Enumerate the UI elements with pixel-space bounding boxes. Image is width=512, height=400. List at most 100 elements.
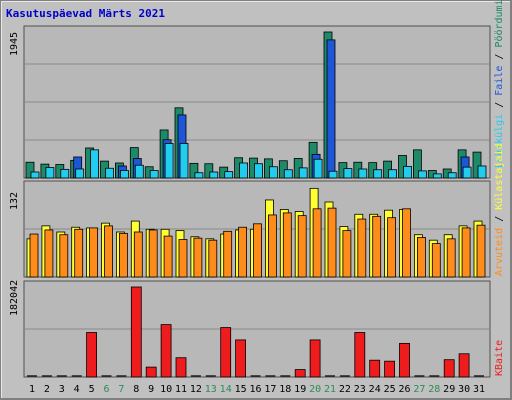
pages-bar <box>412 149 422 179</box>
kbytes-bar <box>294 369 306 378</box>
x-tick-label: 17 <box>264 384 276 395</box>
kbytes-bar <box>384 360 396 378</box>
sites-bar <box>208 239 218 278</box>
hits-bar <box>30 171 40 179</box>
x-tick-label: 20 <box>309 384 321 395</box>
chart-title: Kasutuspäevad Märts 2021 <box>6 7 165 20</box>
x-tick-label: 7 <box>118 384 124 395</box>
x-tick-label: 1 <box>29 384 35 395</box>
hits-bar <box>60 168 70 179</box>
hits-bar <box>328 170 338 179</box>
hits-bar <box>75 168 85 179</box>
hits-bar <box>283 169 293 179</box>
hits-bar <box>224 171 234 179</box>
x-tick-label: 24 <box>369 384 381 395</box>
kbytes-bar <box>235 339 247 378</box>
sites-bar <box>446 238 456 278</box>
x-tick-label: 15 <box>235 384 247 395</box>
hits-bar <box>388 169 398 179</box>
kbytes-bar <box>443 359 455 378</box>
x-tick-label: 16 <box>249 384 261 395</box>
hits-bar <box>343 168 353 179</box>
hits-bar <box>90 149 99 179</box>
x-tick-label: 6 <box>103 384 109 395</box>
legend-item: Lehekülgi <box>494 114 505 168</box>
hits-bar <box>209 171 219 179</box>
hits-bar <box>313 158 323 179</box>
hits-bar <box>268 166 278 179</box>
pages-bar <box>189 162 199 179</box>
x-tick-label: 3 <box>59 384 65 395</box>
x-tick-label: 10 <box>160 384 172 395</box>
legend-item: Arvuteid <box>494 228 505 276</box>
sites-bar <box>431 243 441 278</box>
pages-bar <box>472 151 482 179</box>
hits-bar <box>164 143 174 179</box>
kbytes-bar <box>369 359 381 378</box>
hits-bar <box>298 167 308 179</box>
sites-bar <box>357 218 367 278</box>
sites-bar <box>89 227 98 278</box>
hits-bar <box>403 165 412 179</box>
hits-bar <box>373 169 383 179</box>
sites-bar <box>342 230 352 278</box>
x-tick-label: 8 <box>133 384 139 395</box>
kbytes-bar <box>175 357 187 378</box>
hits-bar <box>239 162 249 179</box>
x-tick-label: 23 <box>354 384 366 395</box>
hits-bar <box>179 143 189 179</box>
kbytes-bar <box>399 342 410 378</box>
sites-bar <box>238 226 248 278</box>
kbytes-bar <box>309 339 321 378</box>
x-tick-label: 27 <box>413 384 425 395</box>
x-tick-label: 26 <box>398 384 410 395</box>
sites-bar <box>74 228 84 278</box>
sites-bar <box>148 229 158 278</box>
pages-bar <box>204 163 214 179</box>
sites-bar <box>416 237 426 278</box>
x-tick-label: 28 <box>428 384 440 395</box>
x-tick-label: 31 <box>473 384 485 395</box>
x-tick-label: 19 <box>294 384 306 395</box>
sites-bar <box>193 237 203 278</box>
hits-bar <box>134 164 144 179</box>
kbytes-bar <box>130 286 142 378</box>
sites-bar <box>133 231 143 278</box>
legend-separator: / <box>494 96 505 114</box>
bottom-legend: KBaite <box>494 340 505 376</box>
top-ymax-label: 1945 <box>9 32 20 56</box>
sites-bar <box>29 233 39 278</box>
x-tick-label: 9 <box>148 384 154 395</box>
legend-item: KBaite <box>494 340 505 376</box>
hits-bar <box>447 172 457 179</box>
middle-ymax-label: 132 <box>9 192 20 210</box>
x-tick-label: 21 <box>324 384 336 395</box>
x-tick-label: 11 <box>175 384 187 395</box>
x-tick-label: 12 <box>190 384 202 395</box>
legend-item: Faile <box>494 66 505 96</box>
legend-separator: / <box>494 48 505 66</box>
kbytes-bar <box>220 327 232 378</box>
sites-bar <box>253 223 262 278</box>
x-tick-label: 5 <box>89 384 95 395</box>
sites-bar <box>267 214 277 278</box>
sites-bar <box>402 208 411 278</box>
pages-bar <box>25 161 35 179</box>
hits-bar <box>254 163 263 179</box>
sites-bar <box>476 224 486 278</box>
x-tick-label: 4 <box>74 384 80 395</box>
sites-bar <box>387 217 397 278</box>
sites-bar <box>119 232 128 278</box>
kbytes-bar <box>145 366 157 378</box>
middle-legend: Arvuteid / Külastajaid <box>494 144 505 276</box>
x-tick-label: 18 <box>279 384 291 395</box>
sites-bar <box>282 212 292 278</box>
sites-bar <box>104 225 113 278</box>
kbytes-bar <box>86 332 97 378</box>
x-tick-label: 13 <box>205 384 217 395</box>
x-tick-label: 30 <box>458 384 470 395</box>
legend-item: Külastajaid <box>494 144 505 210</box>
hits-bar <box>45 167 55 179</box>
kbytes-bar <box>458 353 470 378</box>
